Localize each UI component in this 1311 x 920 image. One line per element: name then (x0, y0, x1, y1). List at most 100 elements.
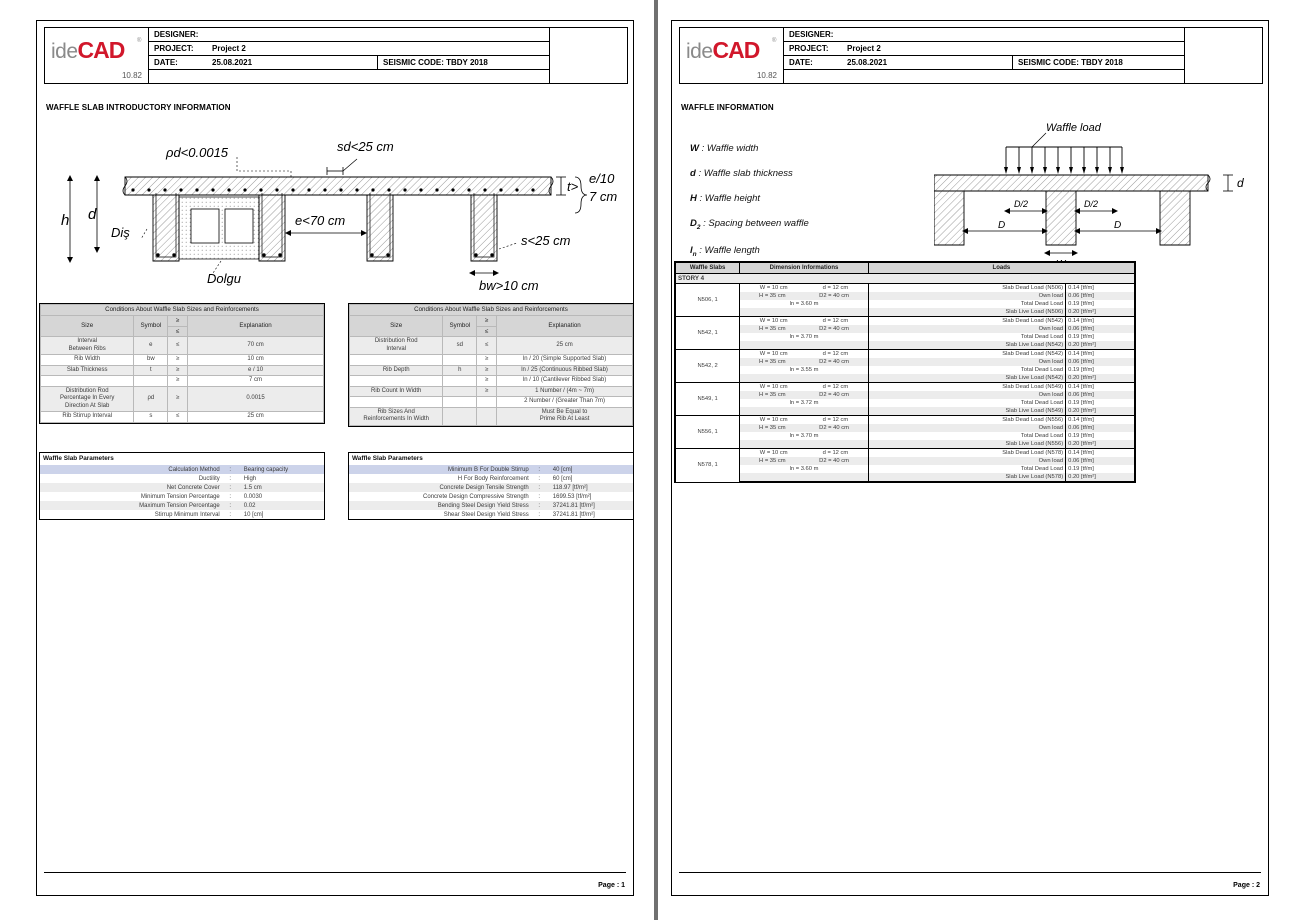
cell-size: Slab Thickness (39, 364, 135, 377)
waffle-load-value: 0.06 [tf/m] (1065, 292, 1135, 300)
waffle-slab-name: N542, 1 (674, 316, 741, 350)
table-row: Slab Thickness t ≥ e / 10 (39, 364, 324, 377)
params-right-title: Waffle Slab Parameters (349, 453, 633, 465)
dimension-pair: H = 35 cm D2 = 40 cm (742, 293, 866, 299)
waffle-load-label: Total Dead Load (867, 333, 1067, 341)
cell-symbol (442, 354, 478, 366)
project-label-2: PROJECT: (789, 44, 829, 53)
definition-text: : Spacing between waffle (700, 218, 809, 229)
conditions-title: Conditions About Waffle Slab Sizes and R… (349, 304, 633, 316)
blank-row (149, 69, 550, 84)
waffle-dimension-cell (739, 308, 869, 317)
table-row: ≥ ln / 10 (Cantilever Ribbed Slab) (348, 375, 633, 387)
waffle-load-value: 0.19 [tf/m] (1065, 366, 1135, 374)
date-row: DATE: 25.08.2021 SEISMIC CODE: TBDY 2018 (149, 55, 550, 69)
label-D-left: D (998, 220, 1005, 231)
dimension-pair: H = 35 cm D2 = 40 cm (742, 359, 866, 365)
table-row: Interval Between Ribs e ≤70 cm (39, 336, 324, 356)
waffle-slab-name: N549, 1 (674, 382, 741, 416)
dimension-pair: W = 10 cm d = 12 cm (742, 318, 866, 324)
waffle-load-label: Own load (867, 358, 1067, 366)
waffle-load-label: Slab Dead Load (N549) (867, 382, 1067, 391)
parameter-value: 60 [cm] (552, 475, 573, 482)
parameter-colon: : (538, 493, 541, 500)
cell-explanation: Must Be Equal to Prime Rib At Least (496, 406, 633, 426)
parameter-row: Minimum Tension Percentage: 0.0030 (40, 492, 324, 501)
waffle-load-value: 0.19 [tf/m] (1065, 399, 1135, 407)
waffle-data-row: Slab Live Load (N542) 0.20 [tf/m²] (675, 374, 1135, 383)
waffle-dimension-cell: W = 10 cm d = 12 cm (739, 382, 869, 391)
cell-size: Rib Stirrup Interval (39, 411, 135, 423)
dimension-b: D2 = 40 cm (819, 326, 849, 332)
dimension-b: D2 = 40 cm (819, 458, 849, 464)
cell-explanation: 2 Number / (Greater Than 7m) (496, 396, 633, 408)
definition-item-3: D2 : Spacing between waffle (690, 218, 950, 231)
cell-size: Distribution Rod Percentage In Every Direc… (39, 385, 135, 413)
waffle-dimension-cell: H = 35 cm D2 = 40 cm (739, 325, 869, 333)
definition-symbol: D2 (690, 218, 701, 231)
dimension-b: D2 = 40 cm (819, 392, 849, 398)
waffle-dimension-cell: H = 35 cm D2 = 40 cm (739, 358, 869, 366)
title-block-fields: DESIGNER: PROJECT: Project 2 DATE: 25.08… (149, 27, 550, 84)
parameter-value: 1699.53 [tf/m²] (552, 493, 592, 500)
cell-symbol: t (133, 364, 169, 377)
waffle-load-label: Slab Dead Load (N542) (867, 316, 1067, 325)
cell-operator: ≤ (476, 336, 498, 356)
parameter-value: 118.97 [tf/m²] (552, 484, 588, 491)
col-symbol: Symbol (133, 314, 169, 338)
cell-symbol (442, 375, 478, 387)
date-value-2: 25.08.2021 (847, 58, 888, 67)
registered-mark-icon: ® (137, 38, 142, 44)
dimension-pair: H = 35 cm D2 = 40 cm (742, 326, 866, 332)
table-row: Rib Count In Width ≥1 Number / (4m ~ 7m) (348, 385, 633, 398)
dimension-pair: W = 10 cm d = 12 cm (742, 417, 866, 423)
logo-bold-text-2: CAD (712, 37, 761, 63)
parameter-colon: : (229, 466, 232, 473)
table-row: Distribution Rod Percentage In Every Direc… (39, 385, 324, 413)
cell-explanation: 1 Number / (4m ~ 7m) (496, 385, 633, 398)
waffle-load-value: 0.14 [tf/m] (1065, 448, 1135, 457)
cell-operator: ≤ (167, 336, 189, 356)
conditions-table-left: Conditions About Waffle Slab Sizes and R… (39, 303, 325, 424)
params-left-body: Calculation Method: Bearing capacity Ducti… (40, 465, 324, 519)
waffle-data-row: ln = 3.60 m Total Dead Load 0.19 [tf/m] (675, 300, 1135, 308)
col-op-le: ≤ (476, 325, 498, 338)
dimension-pair: W = 10 cm d = 12 cm (742, 384, 866, 390)
waffle-load-label: Slab Live Load (N506) (867, 308, 1067, 317)
parameter-row: Concrete Design Tensile Strength: 118.97 … (349, 483, 633, 492)
dimension-a: H = 35 cm (759, 293, 786, 299)
cell-explanation: 25 cm (496, 336, 633, 356)
table-header-row: Conditions About Waffle Slab Sizes and R… (40, 304, 324, 316)
idecad-logo: ideCAD ® 10.82 (44, 27, 149, 84)
waffle-data-row: ln = 3.72 m Total Dead Load 0.19 [tf/m] (675, 399, 1135, 407)
dimension-a: W = 10 cm (759, 351, 788, 357)
conditions-table-right: Conditions About Waffle Slab Sizes and R… (348, 303, 634, 427)
waffle-data-row: ln = 3.70 m Total Dead Load 0.19 [tf/m] (675, 333, 1135, 341)
col-size: Size (348, 314, 444, 338)
waffle-data-row: H = 35 cm D2 = 40 cm Own load 0.06 [tf/m] (675, 391, 1135, 399)
dimension-a: W = 10 cm (759, 417, 788, 423)
waffle-load-value: 0.06 [tf/m] (1065, 325, 1135, 333)
cell-symbol: e (133, 336, 169, 356)
waffle-load-label: Slab Dead Load (N556) (867, 415, 1067, 424)
waffle-dimension-cell: ln = 3.70 m (739, 333, 869, 341)
logo-wordmark-2: ideCAD (686, 37, 761, 64)
cell-size: Rib Depth (348, 364, 444, 377)
waffle-data-row: N542, 2 W = 10 cm d = 12 cm Slab Dead Load … (674, 349, 1135, 383)
cell-explanation: ln / 25 (Continuous Ribbed Slab) (496, 364, 633, 377)
waffle-load-label: Slab Live Load (N542) (867, 341, 1067, 350)
waffle-dimension-cell: W = 10 cm d = 12 cm (739, 448, 869, 457)
waffle-table-body: STORY 4 N506, 1 W = 10 cm d = 12 cm Slab Dea… (674, 273, 1135, 482)
col-op-le: ≤ (167, 325, 189, 338)
col-symbol: Symbol (442, 314, 478, 338)
parameter-colon: : (229, 475, 232, 482)
parameter-colon: : (229, 511, 232, 518)
waffle-load-value: 0.19 [tf/m] (1065, 333, 1135, 341)
label-D-half-left: D/2 (1014, 199, 1028, 209)
parameter-name: Minimum Tension Percentage (140, 493, 220, 500)
waffle-load-value: 0.06 [tf/m] (1065, 457, 1135, 465)
title-block-page-2: ideCAD ® 10.82 DESIGNER: PROJECT: Projec… (679, 27, 1263, 84)
label-7cm: 7 cm (589, 189, 617, 204)
waffle-load-label: Own load (867, 292, 1067, 300)
label-e-over-10: e/10 (589, 171, 615, 186)
